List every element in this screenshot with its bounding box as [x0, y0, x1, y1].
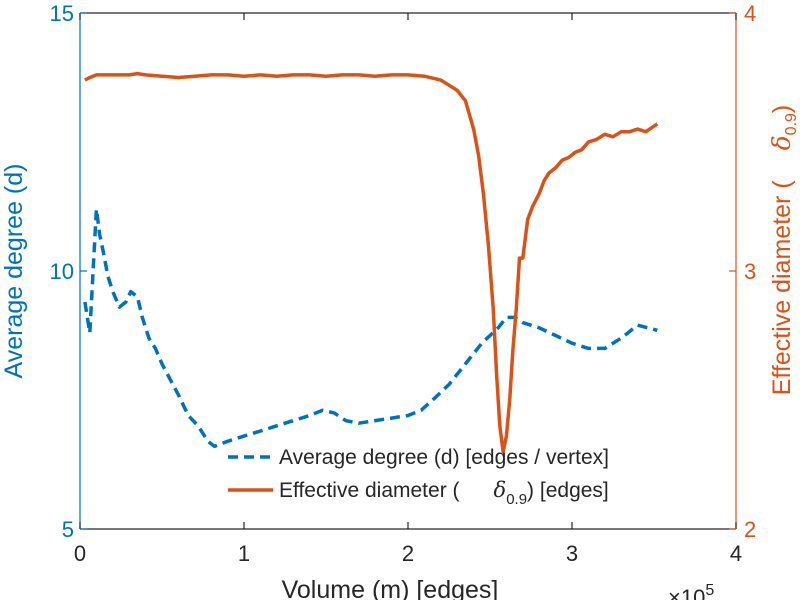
right-axis-label: Effective diameter ( δ0.9): [767, 105, 800, 396]
x-exponent: ×105: [668, 582, 714, 600]
right-tick-label: 4: [744, 1, 756, 26]
x-axis-label: Volume (m) [edges]: [282, 576, 499, 600]
left-tick-label: 10: [50, 259, 74, 284]
svg-text:Effective diameter (δ0.9): Effective diameter ( δ0.9): [767, 105, 800, 396]
right-tick-label: 2: [744, 517, 756, 542]
right-axis-label-symbol: δ: [767, 135, 796, 150]
x-tick-label: 0: [74, 541, 86, 566]
legend: Average degree (d) [edges / vertex] Effe…: [228, 446, 609, 508]
x-exponent-power: 5: [705, 582, 714, 599]
legend-label-effective-diameter: Effective diameter (δ0.9) [edges]: [279, 478, 609, 508]
legend-label-average-degree: Average degree (d) [edges / vertex]: [279, 446, 609, 469]
series-line-effective-diameter: [84, 71, 659, 454]
x-tick-label: 4: [730, 541, 742, 566]
left-tick-label: 5: [62, 517, 74, 542]
series-line-average-degree: [83, 207, 658, 449]
right-axis-label-prefix: Effective diameter (: [768, 180, 796, 396]
right-axis-label-suffix: ): [768, 105, 796, 113]
x-tick-label: 1: [238, 541, 250, 566]
left-tick-label: 15: [50, 1, 74, 26]
x-tick-label: 3: [566, 541, 578, 566]
right-axis-label-subscript: 0.9: [783, 113, 800, 135]
x-tick-label: 2: [402, 541, 414, 566]
right-tick-label: 3: [744, 259, 756, 284]
left-axis-label: Average degree (d): [0, 164, 28, 379]
